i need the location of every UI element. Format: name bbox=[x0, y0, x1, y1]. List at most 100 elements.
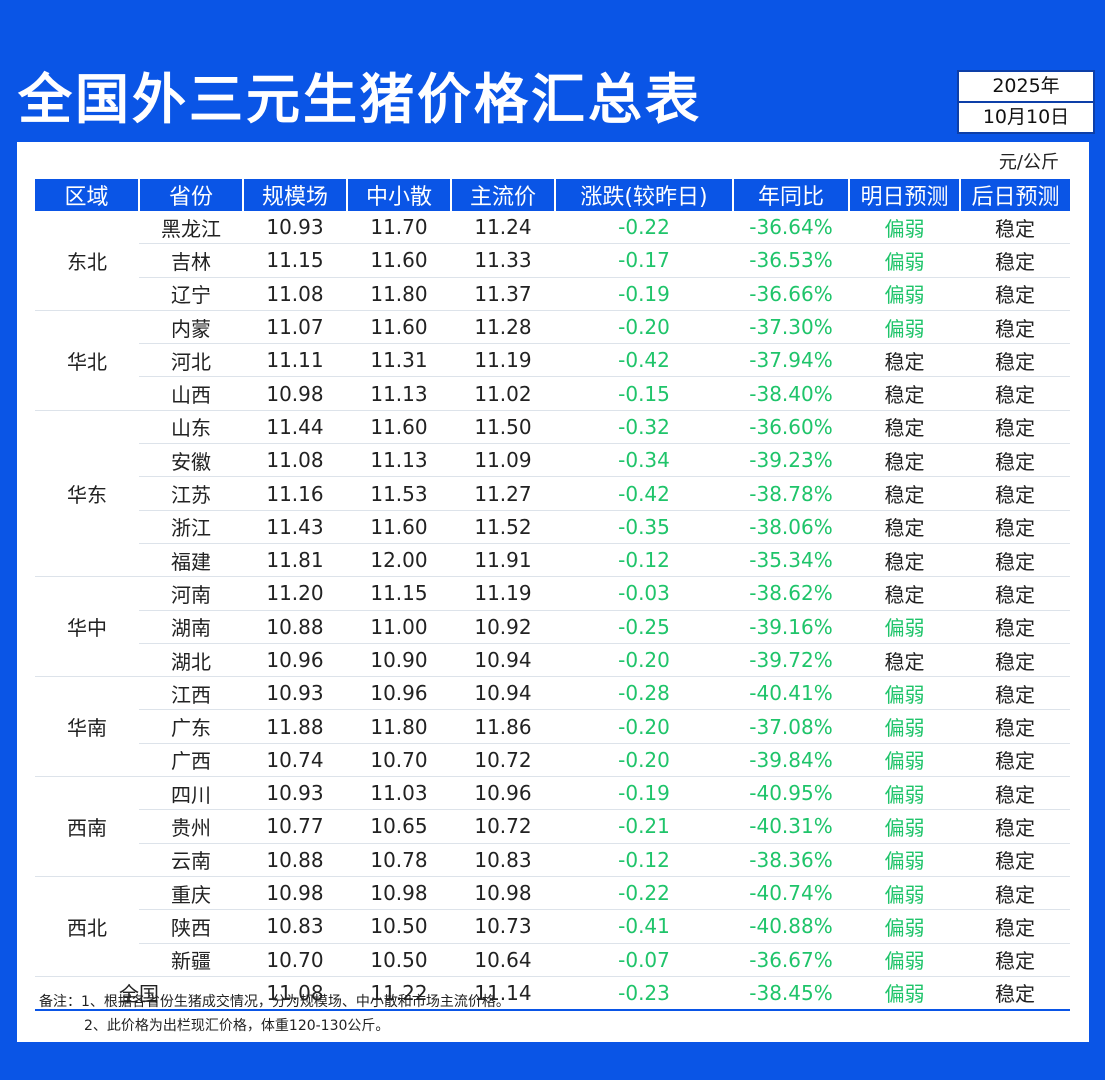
small-farm-price-cell: 11.13 bbox=[347, 376, 451, 411]
tomorrow-forecast-cell: 偏弱 bbox=[849, 709, 960, 744]
after-tomorrow-forecast-cell: 稳定 bbox=[960, 643, 1070, 678]
header-cell: 后日预测 bbox=[959, 179, 1070, 211]
change-cell: -0.41 bbox=[555, 909, 733, 944]
after-tomorrow-forecast-cell: 稳定 bbox=[960, 876, 1070, 911]
main-price-cell: 10.83 bbox=[451, 843, 555, 877]
main-price-cell: 10.92 bbox=[451, 610, 555, 644]
table-row: 辽宁 11.08 11.80 11.37 -0.19 -36.66% 偏弱 稳定 bbox=[35, 277, 1070, 311]
tomorrow-forecast-cell: 偏弱 bbox=[849, 809, 960, 844]
table-row: 广东 11.88 11.80 11.86 -0.20 -37.08% 偏弱 稳定 bbox=[35, 709, 1070, 744]
main-price-cell: 11.02 bbox=[451, 376, 555, 411]
tomorrow-forecast-cell: 偏弱 bbox=[849, 243, 960, 278]
yoy-cell: -40.95% bbox=[733, 776, 849, 811]
change-cell: -0.32 bbox=[555, 410, 733, 445]
change-cell: -0.34 bbox=[555, 443, 733, 478]
yoy-cell: -38.78% bbox=[733, 476, 849, 511]
table-row: 安徽 11.08 11.13 11.09 -0.34 -39.23% 稳定 稳定 bbox=[35, 443, 1070, 478]
table-row: 华南 江西 10.93 10.96 10.94 -0.28 -40.41% 偏弱 稳定 bbox=[35, 676, 1070, 778]
table-row: 山西 10.98 11.13 11.02 -0.15 -38.40% 稳定 稳定 bbox=[35, 376, 1070, 411]
after-tomorrow-forecast-cell: 稳定 bbox=[960, 709, 1070, 744]
after-tomorrow-forecast-cell: 稳定 bbox=[960, 776, 1070, 811]
main-price-cell: 10.72 bbox=[451, 743, 555, 778]
change-cell: -0.07 bbox=[555, 943, 733, 977]
table-row: 华北 内蒙 11.07 11.60 11.28 -0.20 -37.30% 偏弱 稳定 bbox=[35, 310, 1070, 411]
region-cell: 西南 bbox=[35, 776, 139, 877]
after-tomorrow-forecast-cell: 稳定 bbox=[960, 443, 1070, 478]
notes: 备注：1、根据各省份生猪成交情况，分为规模场、中小散和市场主流价格。 2、此价格… bbox=[39, 990, 510, 1038]
province-cell: 湖北 bbox=[139, 643, 243, 678]
large-farm-price-cell: 11.16 bbox=[243, 476, 347, 511]
table-row: 吉林 11.15 11.60 11.33 -0.17 -36.53% 偏弱 稳定 bbox=[35, 243, 1070, 278]
large-farm-price-cell: 11.15 bbox=[243, 243, 347, 278]
table-row: 浙江 11.43 11.60 11.52 -0.35 -38.06% 稳定 稳定 bbox=[35, 510, 1070, 544]
large-farm-price-cell: 10.70 bbox=[243, 943, 347, 977]
small-farm-price-cell: 11.60 bbox=[347, 510, 451, 544]
table-row: 湖南 10.88 11.00 10.92 -0.25 -39.16% 偏弱 稳定 bbox=[35, 610, 1070, 644]
province-cell: 黑龙江 bbox=[139, 211, 243, 245]
province-cell: 陕西 bbox=[139, 909, 243, 944]
yoy-cell: -36.66% bbox=[733, 277, 849, 311]
small-farm-price-cell: 10.50 bbox=[347, 909, 451, 944]
after-tomorrow-forecast-cell: 稳定 bbox=[960, 809, 1070, 844]
table-row: 河北 11.11 11.31 11.19 -0.42 -37.94% 稳定 稳定 bbox=[35, 343, 1070, 378]
after-tomorrow-forecast-cell: 稳定 bbox=[960, 543, 1070, 578]
yoy-cell: -36.64% bbox=[733, 211, 849, 245]
province-cell: 贵州 bbox=[139, 809, 243, 844]
yoy-cell: -40.74% bbox=[733, 876, 849, 911]
yoy-cell: -40.31% bbox=[733, 809, 849, 844]
province-cell: 福建 bbox=[139, 543, 243, 578]
header-cell: 涨跌(较昨日) bbox=[554, 179, 733, 211]
tomorrow-forecast-cell: 偏弱 bbox=[849, 610, 960, 644]
change-cell: -0.21 bbox=[555, 809, 733, 844]
yoy-cell: -37.30% bbox=[733, 310, 849, 345]
province-cell: 重庆 bbox=[139, 876, 243, 911]
main-price-cell: 10.72 bbox=[451, 809, 555, 844]
province-cell: 云南 bbox=[139, 843, 243, 877]
yoy-cell: -40.41% bbox=[733, 676, 849, 711]
change-cell: -0.12 bbox=[555, 843, 733, 877]
change-cell: -0.28 bbox=[555, 676, 733, 711]
large-farm-price-cell: 11.08 bbox=[243, 976, 347, 1012]
large-farm-price-cell: 10.88 bbox=[243, 610, 347, 644]
change-cell: -0.19 bbox=[555, 277, 733, 311]
tomorrow-forecast-cell: 偏弱 bbox=[849, 943, 960, 977]
total-row: 全国 11.08 11.22 11.14 -0.23 -38.45% 偏弱 稳定 bbox=[35, 976, 1070, 1012]
small-farm-price-cell: 12.00 bbox=[347, 543, 451, 578]
main-price-cell: 10.96 bbox=[451, 776, 555, 811]
date-day: 10月10日 bbox=[982, 106, 1070, 128]
province-cell: 河北 bbox=[139, 343, 243, 378]
after-tomorrow-forecast-cell: 稳定 bbox=[960, 410, 1070, 445]
tomorrow-forecast-cell: 偏弱 bbox=[849, 776, 960, 811]
after-tomorrow-forecast-cell: 稳定 bbox=[960, 476, 1070, 511]
change-cell: -0.20 bbox=[555, 709, 733, 744]
main-price-cell: 11.27 bbox=[451, 476, 555, 511]
province-cell: 安徽 bbox=[139, 443, 243, 478]
yoy-cell: -39.84% bbox=[733, 743, 849, 778]
large-farm-price-cell: 11.43 bbox=[243, 510, 347, 544]
change-cell: -0.03 bbox=[555, 576, 733, 611]
region-cell: 华北 bbox=[35, 310, 139, 411]
large-farm-price-cell: 10.88 bbox=[243, 843, 347, 877]
large-farm-price-cell: 11.07 bbox=[243, 310, 347, 345]
small-farm-price-cell: 10.96 bbox=[347, 676, 451, 711]
table-row: 福建 11.81 12.00 11.91 -0.12 -35.34% 稳定 稳定 bbox=[35, 543, 1070, 578]
small-farm-price-cell: 11.00 bbox=[347, 610, 451, 644]
page-title: 全国外三元生猪价格汇总表 bbox=[18, 68, 702, 131]
table-row: 东北 黑龙江 10.93 11.70 11.24 -0.22 -36.64% 偏弱 稳定 bbox=[35, 211, 1070, 311]
tomorrow-forecast-cell: 偏弱 bbox=[849, 211, 960, 245]
table-row: 云南 10.88 10.78 10.83 -0.12 -38.36% 偏弱 稳定 bbox=[35, 843, 1070, 877]
price-table: 区域 省份 规模场 中小散 主流价 涨跌(较昨日) 年同比 明日预测 后日预测 … bbox=[35, 179, 1070, 1012]
change-cell: -0.22 bbox=[555, 876, 733, 911]
after-tomorrow-forecast-cell: 稳定 bbox=[960, 576, 1070, 611]
province-cell: 吉林 bbox=[139, 243, 243, 278]
table-body: 东北 黑龙江 10.93 11.70 11.24 -0.22 -36.64% 偏弱 稳定 吉林 11… bbox=[35, 211, 1070, 1012]
main-price-cell: 11.37 bbox=[451, 277, 555, 311]
header-cell: 区域 bbox=[35, 179, 139, 211]
small-farm-price-cell: 11.53 bbox=[347, 476, 451, 511]
small-farm-price-cell: 10.90 bbox=[347, 643, 451, 678]
change-cell: -0.12 bbox=[555, 543, 733, 578]
tomorrow-forecast-cell: 稳定 bbox=[849, 410, 960, 445]
small-farm-price-cell: 11.80 bbox=[347, 709, 451, 744]
yoy-cell: -36.53% bbox=[733, 243, 849, 278]
small-farm-price-cell: 11.70 bbox=[347, 211, 451, 245]
